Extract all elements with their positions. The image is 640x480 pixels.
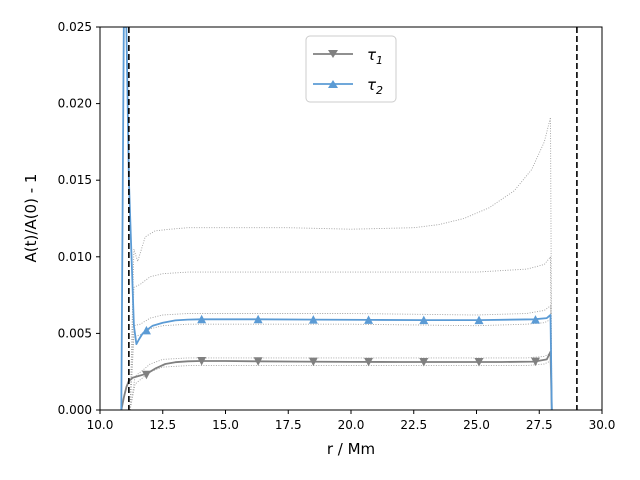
legend-marker-tau2 [328, 80, 338, 88]
reference-curve-2 [129, 255, 553, 410]
x-axis: 10.0 12.5 15.0 17.5 20.0 22.5 25.0 27.5 30.0 [87, 410, 616, 432]
marker-tau1 [308, 357, 318, 367]
marker-tau1 [253, 357, 263, 366]
marker-tau2 [530, 315, 540, 324]
marker-tau1 [197, 356, 207, 366]
marker-tau2 [253, 314, 263, 324]
y-tick-label: 0.020 [58, 97, 92, 111]
legend-marker-tau1 [328, 50, 338, 58]
marker-tau1 [419, 358, 429, 367]
marker-tau1 [474, 358, 484, 367]
marker-tau2 [197, 314, 207, 324]
x-tick-label: 20.0 [338, 418, 365, 432]
x-tick-label: 22.5 [400, 418, 427, 432]
x-tick-label: 17.5 [275, 418, 302, 432]
legend-label-tau1: τ1 [367, 46, 383, 67]
marker-tau2 [141, 325, 151, 335]
x-tick-label: 30.0 [589, 418, 616, 432]
reference-curve-6 [129, 360, 553, 410]
y-tick-label: 0.025 [58, 20, 92, 34]
marker-tau2 [419, 315, 429, 325]
marker-tau2 [364, 315, 374, 324]
x-tick-label: 10.0 [87, 418, 114, 432]
legend-box [305, 35, 397, 103]
y-tick-label: 0.005 [58, 326, 92, 340]
y-tick-label: 0.010 [58, 250, 92, 264]
y-axis-label: A(t)/A(0) - 1 [22, 174, 40, 263]
series-layer [120, 27, 553, 410]
reference-curves [129, 117, 553, 410]
x-tick-label: 25.0 [463, 418, 490, 432]
y-axis: 0.000 0.005 0.010 0.015 0.020 0.025 [58, 20, 100, 417]
marker-tau1 [364, 357, 374, 367]
x-tick-label: 15.0 [212, 418, 239, 432]
y-tick-label: 0.000 [58, 403, 92, 417]
y-tick-label: 0.015 [58, 173, 92, 187]
reference-curve-4 [129, 318, 553, 410]
reference-curve-3 [129, 304, 553, 410]
x-tick-label: 27.5 [526, 418, 553, 432]
boundary-lines [128, 27, 578, 410]
series-line-tau1 [120, 350, 553, 410]
marker-tau1 [141, 370, 151, 380]
legend: τ1 τ2 [305, 35, 397, 103]
x-tick-label: 12.5 [149, 418, 176, 432]
marker-tau2 [308, 315, 318, 324]
legend-label-tau2: τ2 [367, 76, 383, 97]
x-axis-label: r / Mm [327, 440, 375, 458]
series-line-tau2 [120, 27, 553, 410]
marker-tau2 [474, 315, 484, 325]
marker-tau1 [530, 357, 540, 367]
